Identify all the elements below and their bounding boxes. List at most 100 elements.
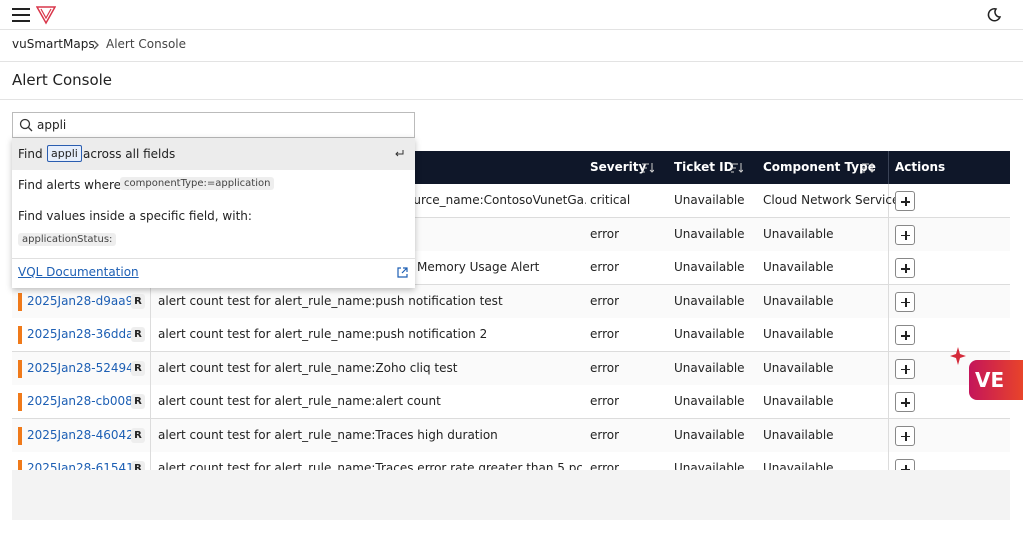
alert-table: Severity Ticket ID Component Type Actions o…: [12, 151, 1010, 470]
suggestion-text: Find alerts where:: [18, 178, 126, 192]
add-action-button[interactable]: [895, 459, 915, 470]
example-chip[interactable]: applicationStatus:: [18, 233, 117, 246]
rule-tag: R: [131, 327, 145, 342]
breadcrumb-current: Alert Console: [106, 37, 187, 51]
rule-tag: R: [131, 394, 145, 409]
alert-id-link[interactable]: 2025Jan28-cb008a: [27, 394, 141, 408]
severity-flag: [18, 460, 22, 470]
severity: error: [590, 394, 620, 408]
divider: [0, 61, 1023, 62]
severity: error: [590, 260, 620, 274]
ticket-id: Unavailable: [674, 193, 745, 207]
column-divider: [150, 351, 151, 386]
ticket-id: Unavailable: [674, 226, 745, 241]
alert-summary: alert count test for alert_rule_name:Tra…: [158, 427, 498, 442]
ticket-id: Unavailable: [674, 360, 745, 375]
assistant-widget[interactable]: VE: [969, 360, 1023, 400]
add-action-button[interactable]: [895, 291, 915, 312]
ticket-id: Unavailable: [674, 293, 745, 308]
severity-flag: [18, 393, 22, 411]
column-header: Actions: [895, 160, 946, 174]
column-divider: [888, 217, 889, 252]
ticket-id: Unavailable: [674, 327, 745, 341]
sort-icon[interactable]: [862, 163, 874, 173]
divider: [12, 258, 415, 259]
alert-id-link[interactable]: 2025Jan28-460429: [27, 427, 142, 442]
component-type: Unavailable: [763, 260, 834, 274]
component-type: Unavailable: [763, 360, 834, 375]
suggestion-text: across all fields: [83, 147, 176, 161]
doc-link[interactable]: VQL Documentation: [18, 265, 139, 279]
divider: [0, 99, 1023, 100]
rule-tag: R: [131, 427, 145, 443]
alert-summary: alert count test for alert_rule_name:ale…: [158, 394, 441, 408]
column-divider: [888, 251, 889, 285]
severity-flag: [18, 426, 22, 445]
search-icon: [19, 118, 33, 132]
logo[interactable]: [36, 5, 56, 25]
ticket-id: Unavailable: [674, 260, 745, 274]
rule-tag: R: [131, 293, 145, 309]
column-divider: [150, 318, 151, 352]
page-title: Alert Console: [12, 71, 113, 89]
column-divider: [888, 452, 889, 470]
add-action-button[interactable]: [895, 191, 915, 211]
add-action-button[interactable]: [895, 258, 915, 278]
add-action-button[interactable]: [895, 392, 915, 412]
add-action-button[interactable]: [895, 358, 915, 379]
column-divider: [888, 385, 889, 419]
column-divider: [888, 351, 889, 386]
menu-button[interactable]: [12, 8, 32, 22]
column-divider: [150, 418, 151, 453]
severity: error: [590, 327, 620, 341]
add-action-button[interactable]: [895, 425, 915, 446]
ticket-id: Unavailable: [674, 394, 745, 408]
alert-summary: alert count test for alert_rule_name:pus…: [158, 293, 503, 308]
divider: [0, 29, 1023, 30]
alert-id-link[interactable]: 2025Jan28-36ddaf: [27, 327, 138, 341]
column-divider: [888, 284, 889, 319]
component-type: Unavailable: [763, 226, 834, 241]
severity: error: [590, 461, 620, 470]
search-query: appli: [37, 118, 67, 132]
sort-icon[interactable]: [731, 163, 743, 173]
external-link-icon: [397, 267, 408, 278]
column-divider: [150, 284, 151, 319]
theme-toggle[interactable]: [986, 7, 1002, 23]
severity-flag: [18, 292, 22, 311]
column-divider: [888, 318, 889, 352]
severity: error: [590, 360, 620, 375]
ticket-id: Unavailable: [674, 427, 745, 442]
column-divider: [888, 184, 889, 218]
alert-summary: alert count test for alert_rule_name:Tra…: [158, 461, 582, 470]
alert-id-link[interactable]: 2025Jan28-52494b: [27, 360, 142, 375]
alert-id-link[interactable]: 2025Jan28-615415: [27, 461, 142, 470]
severity: error: [590, 427, 620, 442]
sort-icon[interactable]: [642, 163, 654, 173]
component-type: Unavailable: [763, 427, 834, 442]
component-type: Cloud Network Service: [763, 193, 900, 207]
column-divider: [888, 418, 889, 453]
search-box[interactable]: appli: [12, 112, 415, 138]
suggestion-find-all[interactable]: Find appli across all fields: [12, 138, 415, 170]
component-type: Unavailable: [763, 293, 834, 308]
suggestion-alerts-where[interactable]: Find alerts where: componentType:=applic…: [12, 171, 415, 199]
breadcrumb-link[interactable]: vuSmartMaps: [12, 37, 95, 51]
component-type: Unavailable: [763, 461, 834, 470]
example-chip: componentType:=application: [120, 177, 275, 190]
ticket-id: Unavailable: [674, 461, 745, 470]
rule-tag: R: [131, 360, 145, 376]
component-type: Unavailable: [763, 327, 834, 341]
add-action-button[interactable]: [895, 224, 915, 245]
table-footer: [12, 470, 1010, 520]
suggestion-dropdown: Find appli across all fields Find alerts…: [12, 138, 415, 288]
add-action-button[interactable]: [895, 325, 915, 345]
alert-summary: ource_name:ContosoVunetGa…: [406, 193, 586, 207]
alert-id-link[interactable]: 2025Jan28-d9aa96: [27, 293, 141, 308]
component-type: Unavailable: [763, 394, 834, 408]
column-divider: [150, 385, 151, 419]
